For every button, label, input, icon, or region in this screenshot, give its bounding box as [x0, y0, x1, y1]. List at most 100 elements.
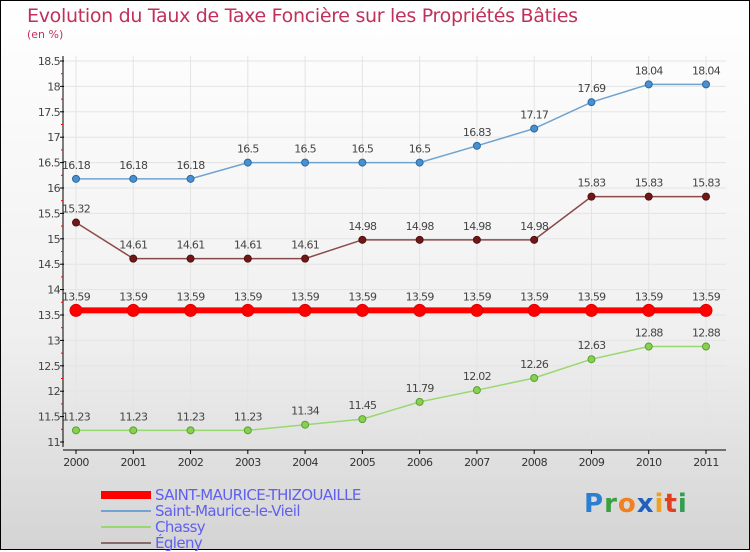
data-point: [355, 303, 369, 317]
y-tick-label: 12: [47, 385, 60, 398]
data-point: [587, 192, 596, 201]
data-label: 11.23: [62, 410, 91, 423]
x-tick-label: 2008: [521, 456, 547, 469]
data-label: 17.69: [577, 82, 606, 95]
data-label: 13.59: [234, 290, 263, 303]
data-point: [358, 235, 367, 244]
data-point: [243, 158, 252, 167]
data-point: [415, 397, 424, 406]
y-tick-label: 17: [47, 131, 60, 144]
x-tick-label: 2002: [178, 456, 204, 469]
data-label: 12.88: [635, 326, 664, 339]
data-label: 14.98: [348, 220, 377, 233]
plot-area: 11 11.5 12 12.5 13 13.5 14 14.5 15 15.5 16 16.5 17 17…: [38, 55, 726, 469]
x-tick-label: 2009: [579, 456, 605, 469]
data-label: 14.61: [119, 239, 147, 252]
proxiti-logo: Proxiti: [584, 489, 688, 519]
data-label: 16.5: [237, 143, 259, 156]
data-label: 18.04: [692, 64, 721, 77]
data-point: [129, 254, 138, 263]
data-point: [470, 303, 484, 317]
data-label: 13.59: [635, 290, 664, 303]
data-point: [301, 254, 310, 263]
data-label: 13.59: [520, 290, 549, 303]
data-point: [129, 426, 138, 435]
data-label: 16.5: [352, 143, 374, 156]
data-label: 11.79: [406, 382, 435, 395]
data-point: [243, 254, 252, 263]
data-point: [472, 141, 481, 150]
data-point: [243, 426, 252, 435]
y-tick-label: 18: [47, 80, 60, 93]
data-point: [530, 235, 539, 244]
legend-label: Chassy: [155, 518, 206, 536]
data-point: [358, 415, 367, 424]
data-label: 13.59: [406, 290, 435, 303]
x-tick-label: 2011: [693, 456, 719, 469]
y-tick-label: 18.5: [38, 55, 61, 68]
data-label: 13.59: [577, 290, 606, 303]
chart-title: Evolution du Taux de Taxe Foncière sur l…: [27, 5, 578, 27]
data-point: [472, 386, 481, 395]
series-line-2: [76, 345, 706, 432]
data-point: [186, 426, 195, 435]
chart-subtitle: (en %): [27, 28, 64, 41]
data-point: [186, 174, 195, 183]
x-tick-label: 2010: [636, 456, 662, 469]
data-point: [472, 235, 481, 244]
data-label: 15.83: [577, 177, 606, 190]
data-point: [644, 342, 653, 351]
data-point: [702, 80, 710, 89]
y-tick-label: 15.5: [38, 207, 61, 220]
data-label: 14.98: [463, 220, 492, 233]
x-tick-label: 2005: [350, 456, 376, 469]
data-label: 13.59: [463, 290, 492, 303]
data-label: 13.59: [119, 290, 148, 303]
y-tick-label: 15: [47, 233, 60, 246]
data-point: [702, 192, 710, 201]
x-tick-label: 2004: [292, 456, 318, 469]
data-point: [584, 303, 598, 317]
x-tick-label: 2000: [63, 456, 89, 469]
x-tick-label: 2007: [464, 456, 490, 469]
data-point: [413, 303, 427, 317]
data-label: 18.04: [635, 64, 664, 77]
data-label: 14.98: [520, 220, 549, 233]
data-label: 12.63: [577, 339, 606, 352]
data-label: 16.83: [463, 126, 492, 139]
data-label: 17.17: [520, 109, 549, 122]
data-point: [530, 124, 539, 133]
y-tick-label: 11.5: [38, 411, 61, 424]
x-tick-label: 2006: [407, 456, 433, 469]
data-point: [72, 426, 80, 435]
data-label: 14.61: [177, 239, 205, 252]
legend-label: SAINT-MAURICE-THIZOUAILLE: [155, 486, 361, 504]
data-point: [126, 303, 140, 317]
data-label: 11.34: [291, 405, 320, 418]
data-label: 14.61: [234, 239, 262, 252]
data-label: 11.23: [234, 410, 263, 423]
data-point: [301, 158, 310, 167]
data-label: 11.23: [177, 410, 206, 423]
data-point: [530, 373, 539, 382]
y-tick-label: 13: [47, 334, 60, 347]
data-point: [644, 80, 653, 89]
data-point: [644, 192, 653, 201]
data-point: [69, 303, 83, 317]
data-label: 13.59: [291, 290, 320, 303]
series-line-1: [76, 83, 706, 180]
y-tick-label: 11: [47, 436, 60, 449]
data-point: [527, 303, 541, 317]
data-label: 16.18: [62, 159, 91, 172]
data-label: 12.88: [692, 326, 721, 339]
legend-swatch: [101, 526, 151, 528]
data-point: [129, 174, 138, 183]
data-point: [72, 218, 80, 227]
x-tick-label: 2003: [235, 456, 261, 469]
data-label: 13.59: [177, 290, 206, 303]
series-line-3: [75, 195, 706, 260]
data-point: [186, 254, 195, 263]
y-tick-label: 14.5: [38, 258, 61, 271]
data-point: [241, 303, 255, 317]
